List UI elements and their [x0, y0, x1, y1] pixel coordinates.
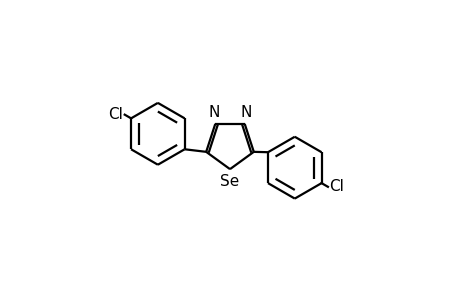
Text: Cl: Cl: [108, 107, 123, 122]
Text: Se: Se: [220, 174, 239, 189]
Text: N: N: [240, 105, 252, 120]
Text: Cl: Cl: [329, 179, 343, 194]
Text: N: N: [207, 105, 219, 120]
